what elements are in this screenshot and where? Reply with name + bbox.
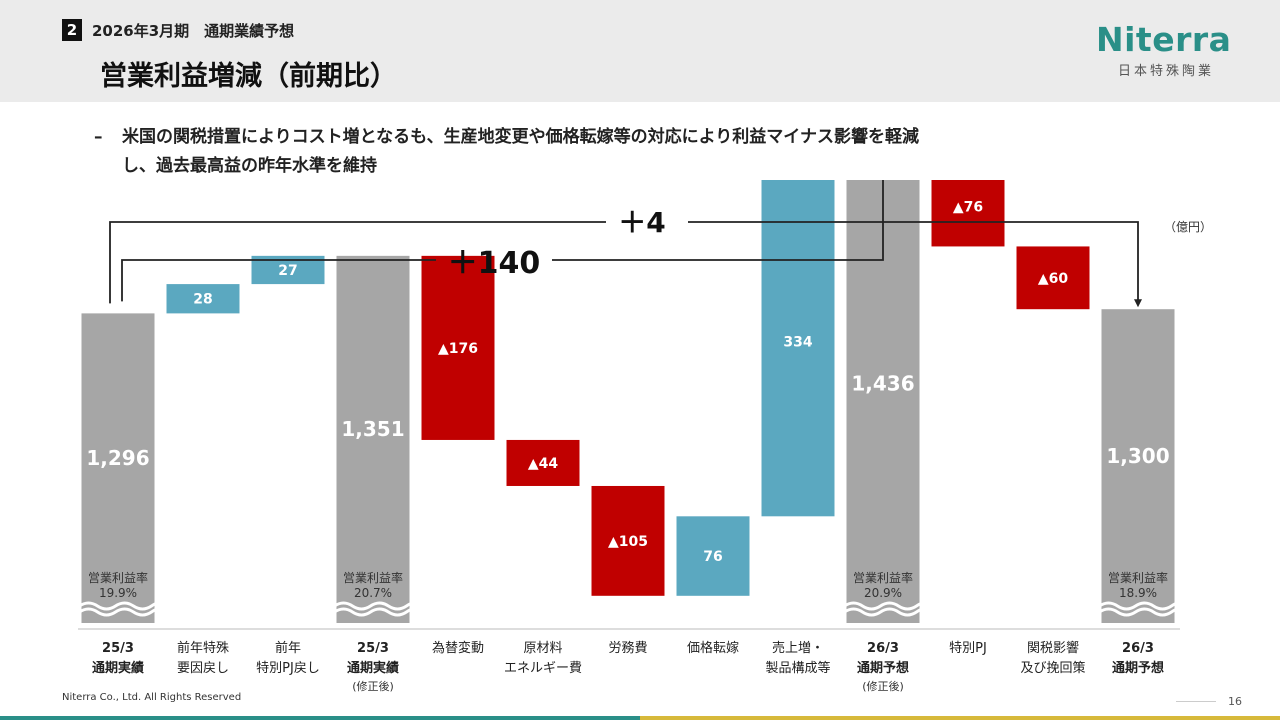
waterfall-bar (506, 439, 580, 486)
bullet-dash: – (94, 127, 103, 147)
category-label: 25/3 (102, 641, 134, 656)
waterfall-bar (676, 516, 750, 596)
category-label: 前年 (275, 640, 301, 656)
unit-label: （億円） (1164, 220, 1213, 234)
category-label: 関税影響 (1027, 640, 1079, 656)
waterfall-bar (931, 180, 1005, 247)
footer-bar-green (0, 716, 640, 720)
category-label: 特別PJ戻し (256, 661, 320, 676)
category-label: 労務費 (608, 641, 647, 656)
bar-value-label: 1,351 (341, 417, 404, 441)
axis-break-wave (843, 607, 925, 617)
waterfall-bar (1016, 246, 1090, 310)
axis-break-wave (333, 601, 415, 611)
bar-value-label: ▲44 (528, 456, 559, 472)
bar-value-label: 1,300 (1106, 444, 1169, 468)
category-note: (修正後) (352, 679, 394, 693)
waterfall-bar (421, 255, 495, 440)
category-label: 26/3 (867, 641, 899, 656)
margin-rate-label: 営業利益率 (1108, 570, 1168, 585)
section-subtitle: 2026年3月期 通期業績予想 (92, 22, 295, 40)
margin-rate-label: 営業利益率 (343, 570, 403, 585)
margin-rate-value: 20.7% (354, 586, 392, 600)
margin-rate-value: 18.9% (1119, 586, 1157, 600)
bar-value-label: 27 (278, 263, 297, 279)
category-label: 価格転嫁 (687, 640, 739, 656)
axis-break-wave (1098, 601, 1180, 611)
bar-value-label: 1,296 (86, 446, 149, 470)
axis-break-wave (1098, 607, 1180, 617)
bracket-arrowhead (1134, 299, 1142, 308)
bar-value-label: ▲60 (1038, 271, 1069, 287)
page-number: 16 (1228, 695, 1242, 708)
category-note: (修正後) (862, 679, 904, 693)
axis-break-wave (843, 601, 925, 611)
category-label: 為替変動 (432, 640, 484, 656)
bar-value-label: 76 (703, 549, 722, 565)
category-label: 製品構成等 (765, 660, 830, 676)
bar-value-label: ▲76 (953, 200, 983, 216)
change-bracket-line (109, 221, 1139, 304)
bar-value-label: 334 (783, 335, 812, 351)
footer-bar-gold (640, 716, 1280, 720)
section-number-badge: 2 (62, 19, 82, 41)
category-label: 25/3 (357, 641, 389, 656)
category-label: エネルギー費 (504, 661, 582, 676)
bar-value-label: ▲105 (608, 534, 648, 550)
waterfall-chart: 1,296営業利益率19.9%25/3通期実績28前年特殊要因戻し27前年特別P… (78, 180, 1180, 693)
margin-rate-value: 20.9% (864, 586, 902, 600)
category-label: 26/3 (1122, 641, 1154, 656)
waterfall-bar (761, 180, 835, 517)
category-label: 通期予想 (1112, 660, 1164, 676)
category-label: 要因戻し (177, 661, 229, 676)
page-number-rule (1176, 701, 1216, 702)
category-label: 前年特殊 (177, 640, 229, 656)
logo-wordmark: Niterra (1096, 20, 1232, 59)
bar-value-label: 1,436 (851, 371, 914, 395)
category-label: 特別PJ (949, 641, 987, 656)
bar-value-label: ▲176 (438, 341, 478, 357)
category-label: 売上増・ (772, 640, 824, 656)
company-logo: Niterra 日本特殊陶業 (1096, 20, 1246, 80)
category-label: 通期実績 (92, 660, 144, 676)
axis-break-wave (333, 607, 415, 617)
footer-copyright: Niterra Co., Ltd. All Rights Reserved (62, 692, 242, 703)
margin-rate-label: 営業利益率 (88, 570, 148, 585)
category-label: 通期予想 (857, 660, 909, 676)
header-band (0, 0, 1280, 102)
page-title: 営業利益増減（前期比） (100, 61, 397, 92)
bracket-label: ＋140 (448, 246, 541, 281)
waterfall-bar (591, 485, 665, 596)
waterfall-bar (81, 313, 155, 623)
axis-break-wave (78, 607, 160, 617)
category-label: 原材料 (523, 641, 562, 656)
bullet-text-line2: し、過去最高益の昨年水準を維持 (122, 156, 377, 176)
category-label: 及び挽回策 (1020, 660, 1085, 676)
logo-company-name: 日本特殊陶業 (1117, 64, 1214, 79)
bar-value-label: 28 (193, 292, 212, 308)
bracket-label: ＋4 (618, 206, 665, 239)
margin-rate-label: 営業利益率 (853, 570, 913, 585)
change-bracket-line (121, 180, 884, 302)
margin-rate-value: 19.9% (99, 586, 137, 600)
axis-break-wave (78, 601, 160, 611)
waterfall-bar (336, 255, 410, 623)
waterfall-bar (166, 284, 240, 314)
bullet-text-line1: 米国の関税措置によりコスト増となるも、生産地変更や価格転嫁等の対応により利益マイ… (122, 127, 919, 147)
category-label: 通期実績 (347, 660, 399, 676)
waterfall-bar (1101, 309, 1175, 623)
